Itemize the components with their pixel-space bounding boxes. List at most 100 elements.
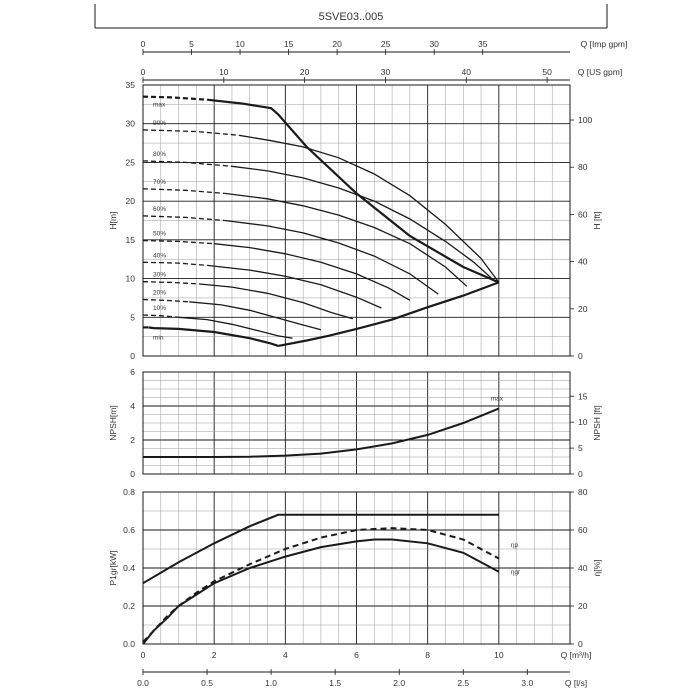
head-speed-curve-10%-dashed [142,314,179,318]
head-speed-curve-50%-dashed [142,239,215,245]
npsh-left-tick-label: 0 [130,469,135,479]
head-speed-label: min [153,334,164,341]
head-speed-label: 40% [153,252,166,259]
us-gpm-tick-label: 20 [300,67,310,77]
power-left-tick-label: 0.6 [123,525,135,535]
head-right-tick-label: 0 [578,351,583,361]
ls-tick-label: 1.0 [265,678,277,688]
head-left-tick-label: 0 [130,351,135,361]
head-right-tick-label: 80 [578,162,588,172]
ls-tick-label: 0.5 [201,678,213,688]
us-gpm-tick-label: 40 [462,67,472,77]
ls-tick-label: 2.0 [393,678,405,688]
npsh-right-tick-label: 5 [578,443,583,453]
npsh-left-tick-label: 6 [130,367,135,377]
head-right-tick-label: 40 [578,257,588,267]
head-speed-label: 20% [153,289,166,296]
m3h-tick-label: 0 [141,650,146,660]
ls-tick-label: 0.0 [137,678,149,688]
power-right-axis-label: η[%] [592,559,602,576]
head-left-tick-label: 30 [126,119,136,129]
head-speed-label: 80% [153,151,166,158]
head-left-tick-label: 20 [126,196,136,206]
head-speed-curve-40% [207,264,382,309]
head-right-tick-label: 20 [578,304,588,314]
ls-tick-label: 1.5 [329,678,341,688]
head-speed-curve-80% [231,165,496,283]
power-left-tick-label: 0.0 [123,639,135,649]
power-curve-ηgr [142,538,500,645]
imp-gpm-tick-label: 5 [189,39,194,49]
head-speed-curve-30% [199,283,354,320]
head-speed-curve-80%-dashed [142,160,233,167]
head-speed-curve-90%-dashed [142,129,240,136]
head-speed-label: 70% [153,179,166,186]
power-right-tick-label: 0 [578,639,583,649]
npsh-curve-max [143,407,500,458]
head-left-tick-label: 25 [126,157,136,167]
head-speed-label: max [153,102,166,109]
ls-axis-label: Q [l/s] [565,678,587,688]
eta-p-label: ηp [511,542,519,549]
us-gpm-tick-label: 10 [219,67,229,77]
power-curve-P1gr [142,513,499,585]
ls-tick-label: 3.0 [521,678,533,688]
eta-gr-label: ηgr [511,569,521,576]
head-right-tick-label: 100 [578,115,592,125]
head-left-tick-label: 5 [130,312,135,322]
head-panel: 0 5 10 15 20 25 30 35 0 20 40 60 80 100 H[m] H [ft] max 9… [108,80,602,361]
m3h-tick-label: 8 [425,650,430,660]
head-speed-curve-70%-dashed [142,188,225,195]
ls-tick-label: 2.5 [457,678,469,688]
head-speed-curve-60%-dashed [142,215,225,222]
head-speed-curve-50% [214,243,411,301]
npsh-plot-frame [142,371,571,475]
head-left-tick-label: 15 [126,235,136,245]
imp-gpm-tick-label: 0 [141,39,146,49]
us-gpm-tick-label: 0 [141,67,146,77]
head-right-axis-label: H [ft] [592,212,602,230]
head-speed-curve-70% [224,192,468,287]
power-left-axis-label: P1gr[kW] [108,551,118,586]
m3h-tick-label: 2 [212,650,217,660]
head-left-axis-label: H[m] [108,212,118,230]
power-right-tick-label: 20 [578,601,588,611]
imp-gpm-tick-label: 15 [284,39,294,49]
head-speed-curve-max-dashed [142,95,208,101]
power-curve-ηp [142,527,500,643]
m3h-axis-label: Q [m³/h] [561,650,592,660]
head-speed-curve-20%-dashed [142,298,190,303]
head-speed-label: 30% [153,272,166,279]
imp-gpm-axis-label: Q [Imp gpm] [581,39,628,49]
npsh-right-tick-label: 10 [578,417,588,427]
power-right-tick-label: 40 [578,563,588,573]
head-speed-curve-10% [178,316,293,339]
power-right-tick-label: 60 [578,525,588,535]
us-gpm-axis-label: Q [US gpm] [578,67,622,77]
npsh-left-axis-label: NPSH[m] [108,405,118,440]
head-left-tick-label: 10 [126,274,136,284]
head-speed-curve-30%-dashed [142,281,200,285]
m3h-tick-label: 6 [354,650,359,660]
head-right-tick-label: 60 [578,209,588,219]
power-right-tick-label: 80 [578,487,588,497]
imp-gpm-tick-label: 10 [235,39,245,49]
m3h-tick-label: 4 [283,650,288,660]
head-speed-curve-max [206,98,500,284]
power-left-tick-label: 0.4 [123,563,135,573]
npsh-right-axis-label: NPSH [ft] [592,405,602,440]
npsh-left-tick-label: 4 [130,401,135,411]
power-left-tick-label: 0.2 [123,601,135,611]
npsh-panel: 0 2 4 6 0 5 10 15 NPSH[m] NPSH [ft] max [108,367,602,479]
m3h-tick-label: 10 [494,650,504,660]
power-left-tick-label: 0.8 [123,487,135,497]
head-speed-curve-90% [238,134,500,283]
head-left-tick-label: 35 [126,80,136,90]
head-operating-envelope-curve [277,281,500,347]
head-plot-frame [142,84,571,357]
head-speed-label: 90% [153,120,166,127]
head-speed-label: 50% [153,231,166,238]
us-gpm-tick-label: 50 [542,67,552,77]
imp-gpm-tick-label: 35 [478,39,488,49]
